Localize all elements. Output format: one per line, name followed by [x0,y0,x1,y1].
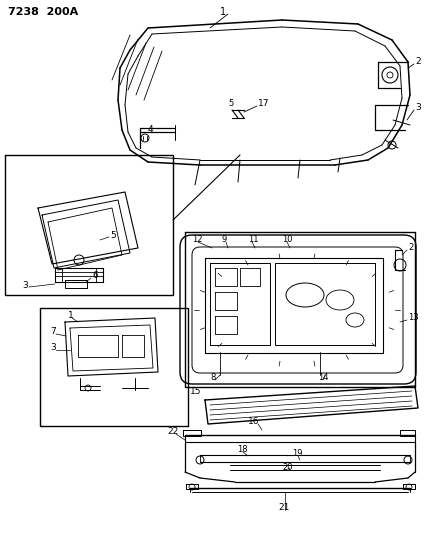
Text: 18: 18 [237,446,248,455]
Text: 3: 3 [22,280,28,289]
Text: 10: 10 [282,236,292,245]
Text: 13: 13 [408,313,419,322]
Text: 9: 9 [222,236,227,245]
Text: 16: 16 [248,417,259,426]
Text: 14: 14 [318,374,329,383]
Text: 7238  200A: 7238 200A [8,7,78,17]
Text: 5: 5 [110,230,116,239]
Text: 15: 15 [190,387,202,397]
Text: 2: 2 [415,58,421,67]
Text: 12: 12 [192,236,202,245]
Text: 5: 5 [228,100,233,109]
Text: 22: 22 [167,427,178,437]
Text: 8: 8 [210,374,215,383]
Text: 7: 7 [50,327,56,336]
Text: 11: 11 [248,236,259,245]
Text: 3: 3 [415,103,421,112]
Text: 1: 1 [68,311,74,320]
Text: 1: 1 [220,7,226,17]
Text: 3: 3 [50,343,56,352]
Text: 17: 17 [258,100,270,109]
Text: 4: 4 [148,125,154,134]
Text: 2: 2 [408,244,413,253]
Text: 19: 19 [292,449,303,458]
Text: 6: 6 [92,271,98,280]
Text: 20: 20 [282,463,292,472]
Text: 21: 21 [278,504,289,513]
